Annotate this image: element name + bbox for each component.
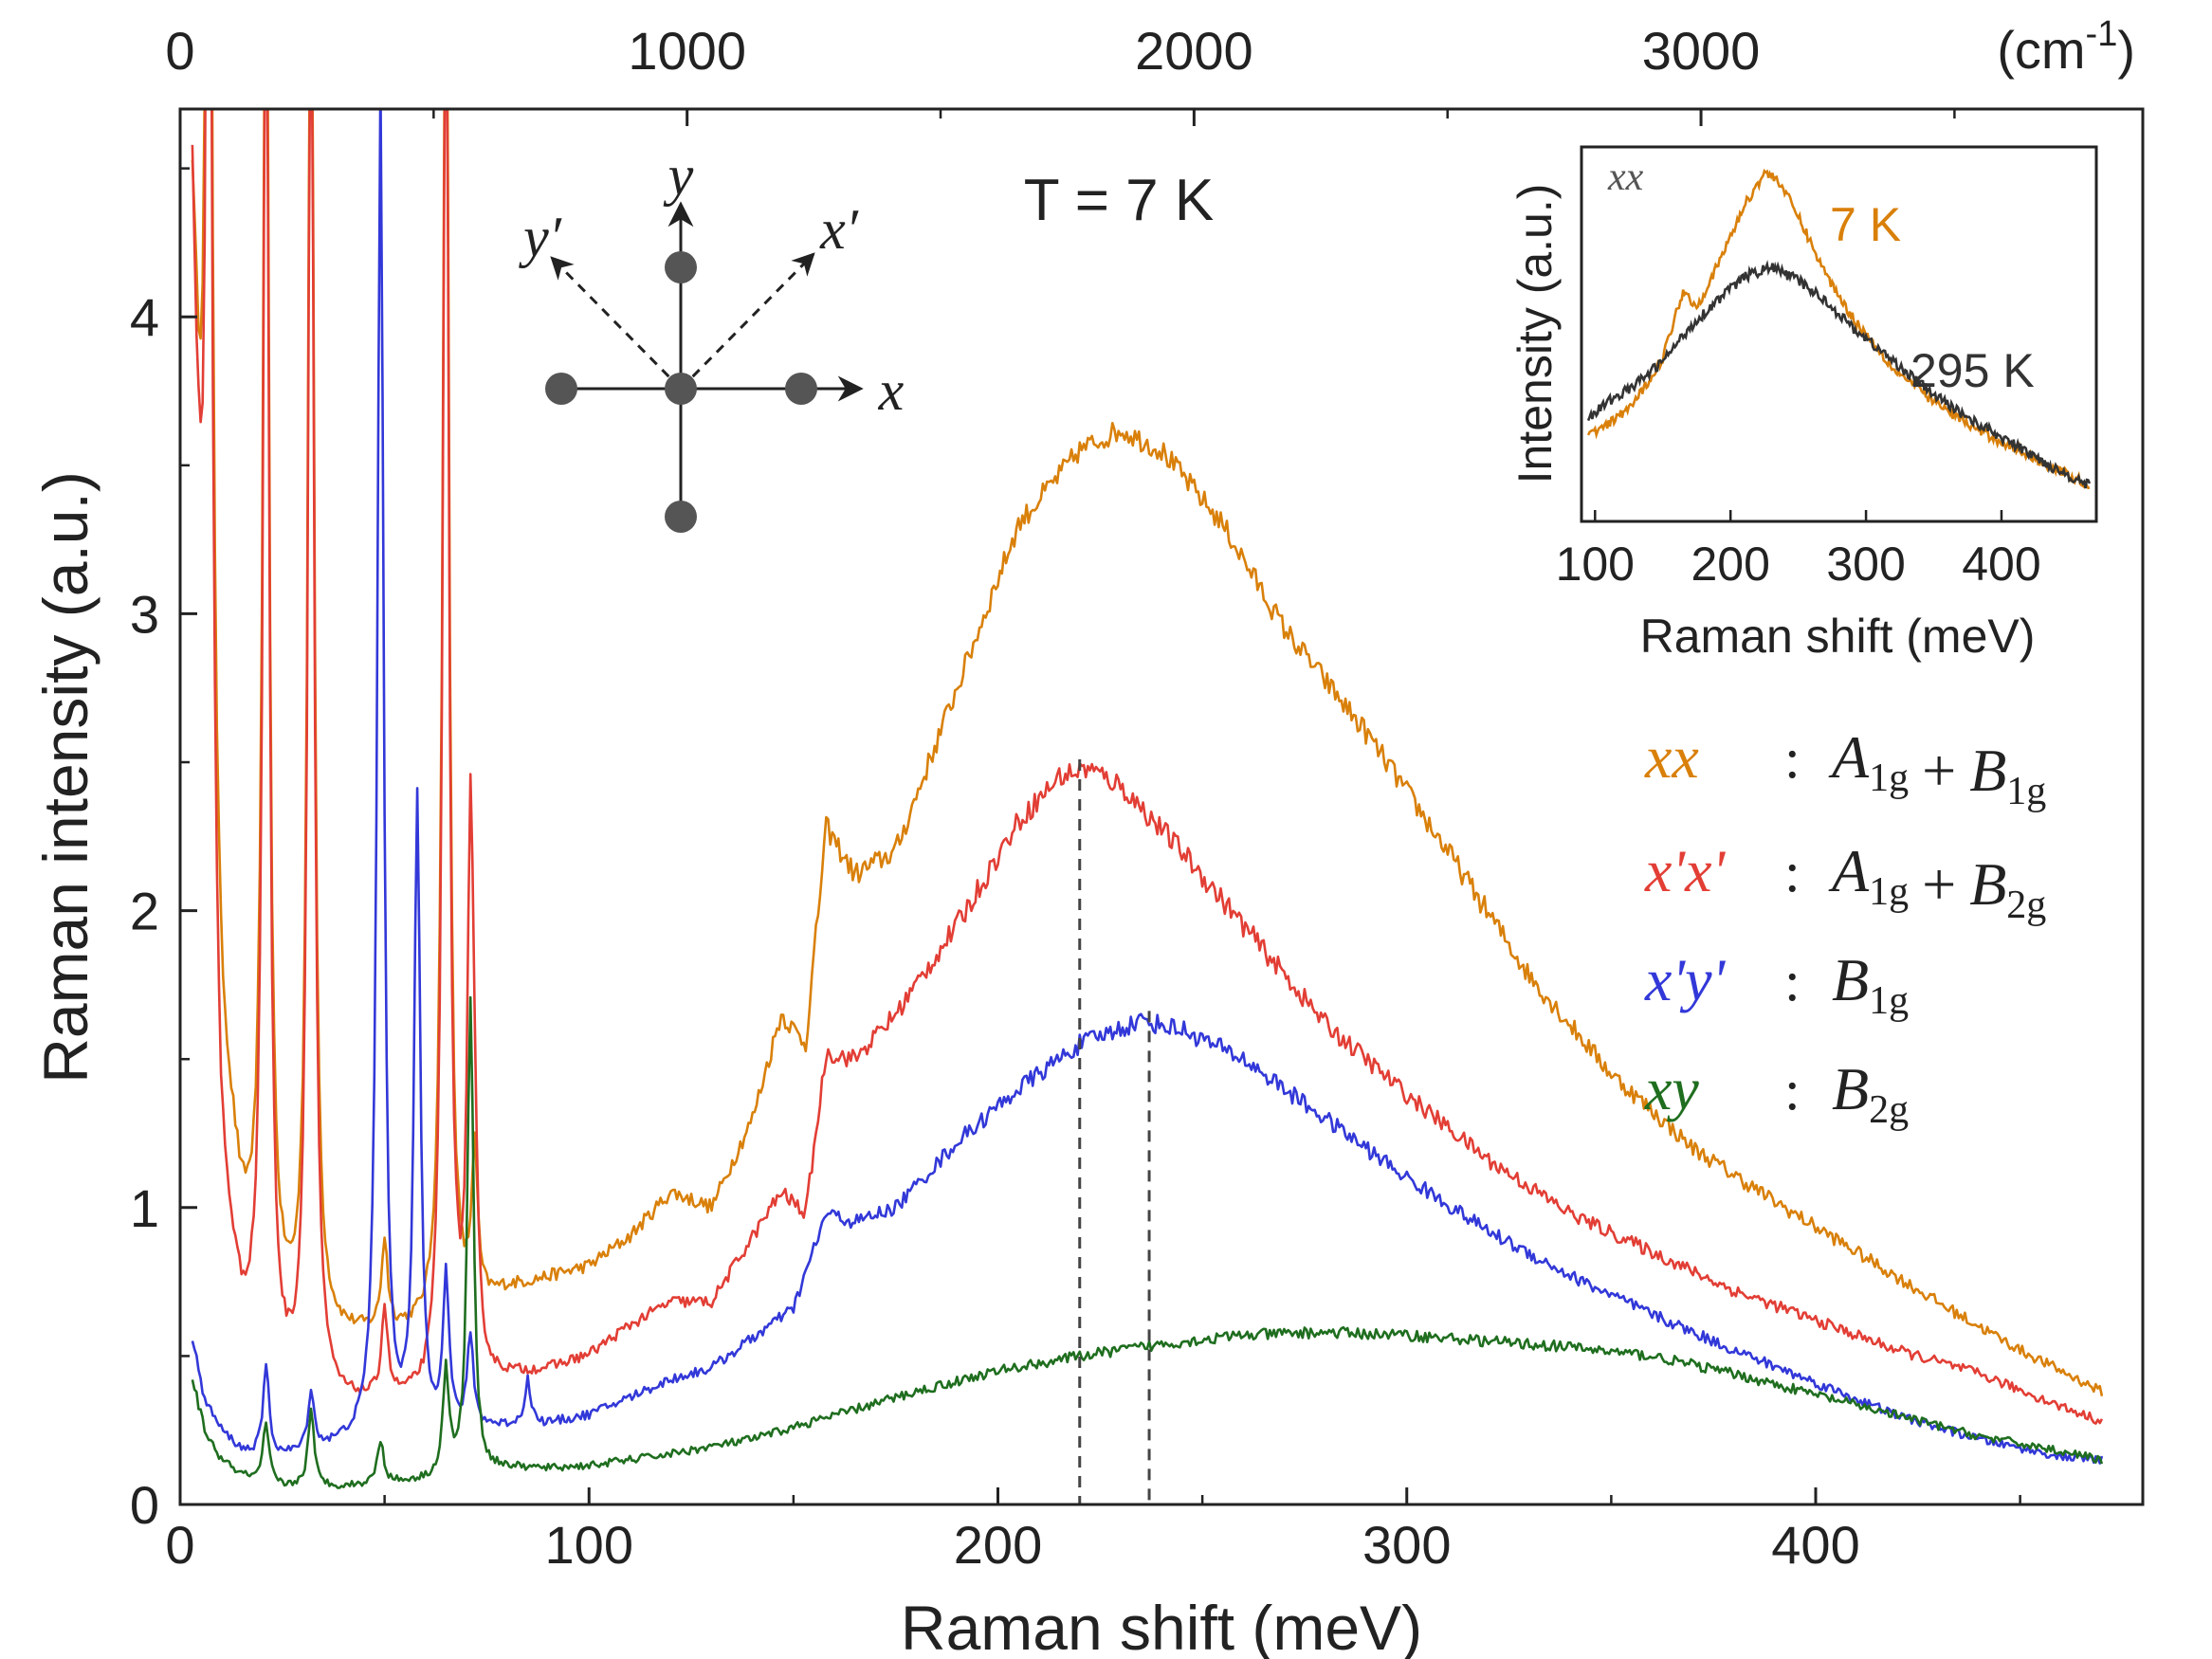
atom-left <box>545 373 577 405</box>
atom-center <box>665 373 697 405</box>
top-axis-unit-base: (cm <box>1997 20 2085 80</box>
y-tick-label: 3 <box>130 584 159 644</box>
inset-x-axis-label: Raman shift (meV) <box>1640 610 2036 663</box>
legend-expression-1: A1g + B1g <box>1828 723 2046 813</box>
top-axis-ticks: 0 1000 2000 3000 <box>165 21 1956 126</box>
inset-x-tick-label: 200 <box>1691 538 1769 591</box>
x-label: x <box>878 359 905 422</box>
inset-frame <box>1580 145 2098 523</box>
main-series-layer <box>191 109 2104 1489</box>
legend-separator: : <box>1784 727 1801 790</box>
y-tick-label: 1 <box>130 1178 159 1238</box>
inset-x-tick-label: 100 <box>1556 538 1635 591</box>
legend: xx: A1g + B1g x'x': A1g + B2g x'y': B1g xy: B2g <box>1644 723 2046 1132</box>
inset-legend-295k: 295 K <box>1910 344 2035 397</box>
atom-top <box>665 251 697 283</box>
inset-series-layer <box>1586 168 2092 490</box>
legend-key-2: x'x' <box>1644 837 1727 904</box>
x-axis-label: Raman shift (meV) <box>901 1593 1422 1659</box>
x-tick-label: 300 <box>1362 1515 1451 1575</box>
x-tick-label: 0 <box>165 1515 194 1575</box>
top-tick-label: 2000 <box>1135 21 1253 81</box>
inset-x-ticks: 100 200 300 400 <box>1556 510 2041 591</box>
inset-x-tick-label: 300 <box>1826 538 1905 591</box>
inset-plot: 100 200 300 400 xx 7 K 295 K Raman shift (m… <box>1508 145 2098 663</box>
y-prime-label: y′ <box>518 206 562 268</box>
inset-legend-7k: 7 K <box>1830 198 1901 251</box>
inset-series-line-1 <box>1586 168 2091 490</box>
inset-series-line-2 <box>1586 259 2092 489</box>
legend-expression-4: B2g <box>1832 1055 1909 1132</box>
inset-x-tick-label: 400 <box>1962 538 2040 591</box>
y-prime-arrow <box>550 256 683 391</box>
legend-key-4: xy <box>1644 1055 1699 1122</box>
x-tick-label: 400 <box>1771 1515 1859 1575</box>
legend-key-1: xx <box>1644 723 1699 791</box>
inset-corner-label: xx <box>1607 155 1644 199</box>
lattice-schematic: y x y′ x′ <box>518 144 905 533</box>
temperature-annotation: T = 7 K <box>1024 168 1214 233</box>
x-tick-label: 100 <box>545 1515 633 1575</box>
legend-separator: : <box>1784 950 1801 1012</box>
top-tick-label: 3000 <box>1642 21 1761 81</box>
x-prime-label: x′ <box>819 198 859 261</box>
x-prime-arrow <box>679 252 815 391</box>
atom-bottom <box>665 501 697 533</box>
series-line-4 <box>191 995 2104 1489</box>
y-label: y <box>663 144 694 207</box>
legend-expression-3: B1g <box>1832 946 1909 1023</box>
legend-separator: : <box>1784 1059 1801 1121</box>
x-axis-ticks: 0 100 200 300 400 <box>165 1487 2021 1575</box>
top-axis-unit-close: ) <box>2117 20 2135 80</box>
top-tick-label: 0 <box>165 21 194 81</box>
main-plot: 0 100 200 300 400 0 1 2 3 4 0 1000 2000 3000 Raman … <box>30 14 2145 1659</box>
x-tick-label: 200 <box>954 1515 1042 1575</box>
y-tick-label: 4 <box>130 287 159 347</box>
inset-y-axis-label: Intensity (a.u.) <box>1508 184 1562 484</box>
atom-right <box>785 373 817 405</box>
top-axis-unit: (cm-1) <box>1997 14 2135 80</box>
legend-expression-2: A1g + B2g <box>1828 837 2046 927</box>
top-tick-label: 1000 <box>628 21 746 81</box>
series-line-2 <box>191 109 2104 1425</box>
series-line-3 <box>191 109 2104 1465</box>
marker-lines <box>1078 758 1151 1504</box>
y-tick-label: 0 <box>130 1475 159 1535</box>
legend-separator: : <box>1784 841 1801 903</box>
y-axis-ticks: 0 1 2 3 4 <box>130 167 197 1535</box>
main-plot-frame <box>178 107 2145 1506</box>
y-axis-label: Raman intensity (a.u.) <box>30 471 101 1084</box>
inset-background <box>1581 147 2096 521</box>
top-axis-unit-exponent: -1 <box>2086 14 2118 54</box>
y-tick-label: 2 <box>130 882 159 941</box>
series-line-1 <box>191 109 2104 1396</box>
legend-key-3: x'y' <box>1644 946 1727 1013</box>
